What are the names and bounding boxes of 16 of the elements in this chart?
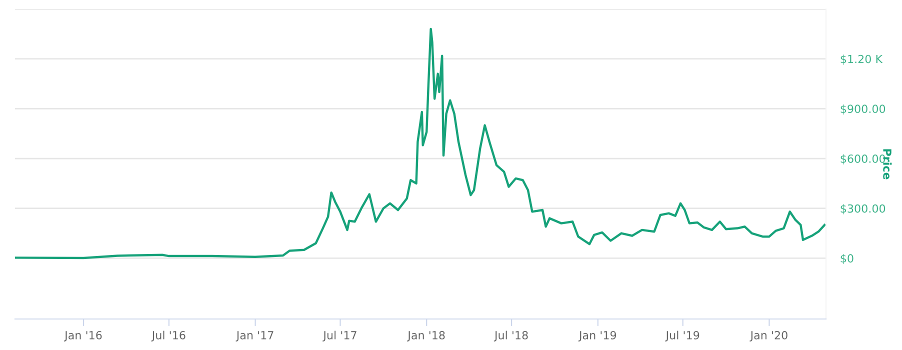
y-tick-label: $600.00	[840, 154, 886, 164]
x-tick-label: Jul '17	[322, 330, 356, 342]
x-tick-label: Jan '18	[407, 331, 445, 342]
y-tick-label: $1.20 K	[840, 54, 883, 65]
x-tick-label: Jul '16	[151, 330, 186, 342]
x-tick-label: Jul '18	[494, 330, 528, 342]
x-tick-label: Jan '16	[64, 331, 102, 342]
x-tick-label: Jan '17	[236, 331, 274, 342]
y-axis-title: Price	[883, 149, 892, 180]
x-tick-label: Jan '19	[578, 331, 616, 342]
x-tick-label: Jul '19	[665, 330, 700, 342]
line-series	[15, 28, 826, 260]
y-tick-label: $0	[840, 254, 854, 264]
x-tick-label: Jan '20	[750, 331, 788, 342]
y-tick-label: $900.00	[840, 104, 886, 115]
y-tick-label: $300.00	[840, 204, 886, 214]
